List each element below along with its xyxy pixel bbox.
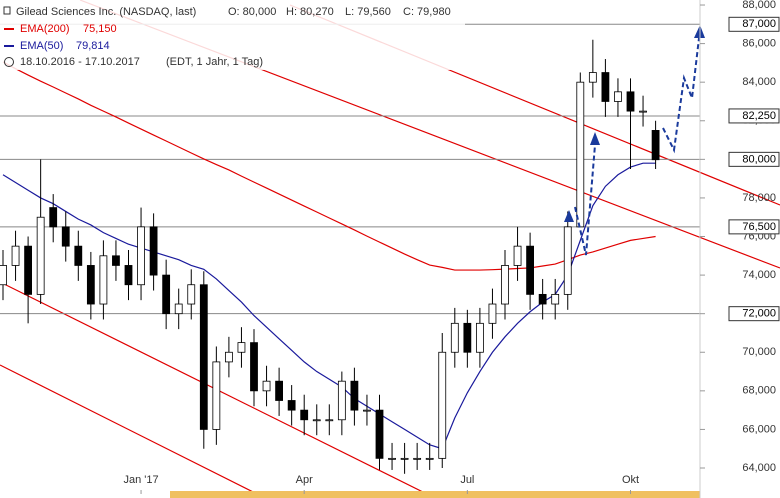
candle-body: [576, 81, 585, 228]
y-tick-label: 68,000: [742, 385, 776, 397]
candle-body: [350, 380, 359, 411]
y-tick-label: 86,000: [742, 38, 776, 50]
period: (EDT, 1 Jahr, 1 Tag): [166, 56, 263, 68]
candle-body: [300, 409, 309, 421]
candle-body: [24, 245, 33, 295]
candle-body: [162, 274, 171, 315]
candle-body: [287, 400, 296, 411]
y-tick-label: 66,000: [742, 423, 776, 435]
candle-body: [224, 351, 233, 363]
bottom-strip: [170, 491, 700, 498]
candle-body: [61, 226, 70, 247]
candle-body: [601, 72, 610, 102]
candle-body: [187, 284, 196, 305]
candle-body: [463, 322, 472, 353]
legend-value: 75,150: [83, 23, 117, 35]
candle-body: [438, 351, 447, 459]
candle-body: [614, 91, 622, 102]
candle-body: [488, 303, 497, 324]
candle-body: [275, 380, 284, 401]
candle-body: [538, 293, 547, 305]
candle-body: [425, 457, 434, 460]
legend-bg: [0, 0, 465, 70]
candle-body: [86, 265, 95, 305]
candle-body: [651, 130, 660, 161]
x-tick-label: Apr: [296, 474, 313, 486]
candle-body: [639, 110, 647, 113]
candle-body: [212, 361, 221, 430]
candle-body: [312, 419, 321, 422]
chart-icon: [3, 6, 11, 15]
quote: C: 79,980: [403, 6, 451, 18]
quote: O: 80,000: [228, 6, 276, 18]
quote: L: 79,560: [345, 6, 391, 18]
candle-body: [526, 245, 534, 295]
candle-body: [0, 265, 7, 286]
level-box: [728, 16, 780, 32]
candle-body: [199, 284, 208, 430]
candle-body: [74, 245, 83, 266]
x-tick-label: Okt: [622, 474, 639, 486]
candle-body: [388, 457, 396, 460]
candle-body: [337, 380, 346, 421]
level-label: 72,000: [742, 308, 776, 320]
level-label: 80,000: [742, 153, 776, 165]
candle-body: [174, 303, 183, 315]
quote: H: 80,270: [286, 6, 334, 18]
candle-body: [237, 342, 246, 353]
candle-body: [250, 342, 258, 392]
candle-body: [112, 255, 120, 266]
candle-body: [413, 457, 422, 460]
level-box: [728, 108, 780, 124]
candle-body: [49, 207, 58, 228]
candle-body: [262, 380, 271, 392]
date-range: 18.10.2016 - 17.10.2017: [20, 56, 140, 68]
y-tick-label: 84,000: [742, 76, 776, 88]
legend-name: EMA(50): [20, 40, 63, 52]
ema-line: [2, 162, 656, 450]
level-box: [728, 219, 780, 235]
legend: Gilead Sciences Inc. (NASDAQ, last) O: 8…: [3, 6, 451, 68]
candle-body: [11, 245, 20, 266]
legend-value: 79,814: [76, 40, 110, 52]
level-box: [728, 151, 780, 167]
candle-body: [563, 226, 572, 295]
y-tick-label: 64,000: [742, 462, 776, 474]
candle-body: [36, 216, 45, 295]
candle-body: [137, 226, 145, 286]
level-label: 87,000: [742, 18, 776, 30]
level-box: [728, 306, 780, 322]
y-tick-label: 70,000: [742, 346, 776, 358]
candle-body: [400, 457, 409, 460]
candle-body: [588, 72, 597, 83]
level-label: 76,500: [742, 221, 776, 233]
y-tick-label: 78,000: [742, 192, 776, 204]
ema-line: [2, 61, 656, 271]
candle-body: [501, 265, 509, 305]
candle-body: [363, 409, 371, 412]
y-tick-label: 74,000: [742, 269, 776, 281]
candle-body: [626, 91, 635, 112]
candle-body: [124, 265, 133, 286]
candle-body: [551, 293, 560, 305]
x-tick-label: Jan '17: [123, 474, 158, 486]
chart-title: Gilead Sciences Inc. (NASDAQ, last): [16, 6, 196, 18]
candle-body: [513, 245, 522, 266]
candle-body: [149, 226, 158, 276]
candle-body: [475, 322, 484, 353]
forecast-arrows: [574, 37, 700, 256]
y-tick-label: 88,000: [742, 0, 776, 11]
candle-body: [375, 409, 384, 459]
level-label: 82,250: [742, 110, 776, 122]
x-tick-label: Jul: [460, 474, 474, 486]
candle-body: [325, 419, 334, 422]
clock-icon: [4, 57, 14, 67]
candle-body: [450, 322, 459, 353]
candle-body: [99, 255, 108, 305]
legend-name: EMA(200): [20, 23, 70, 35]
